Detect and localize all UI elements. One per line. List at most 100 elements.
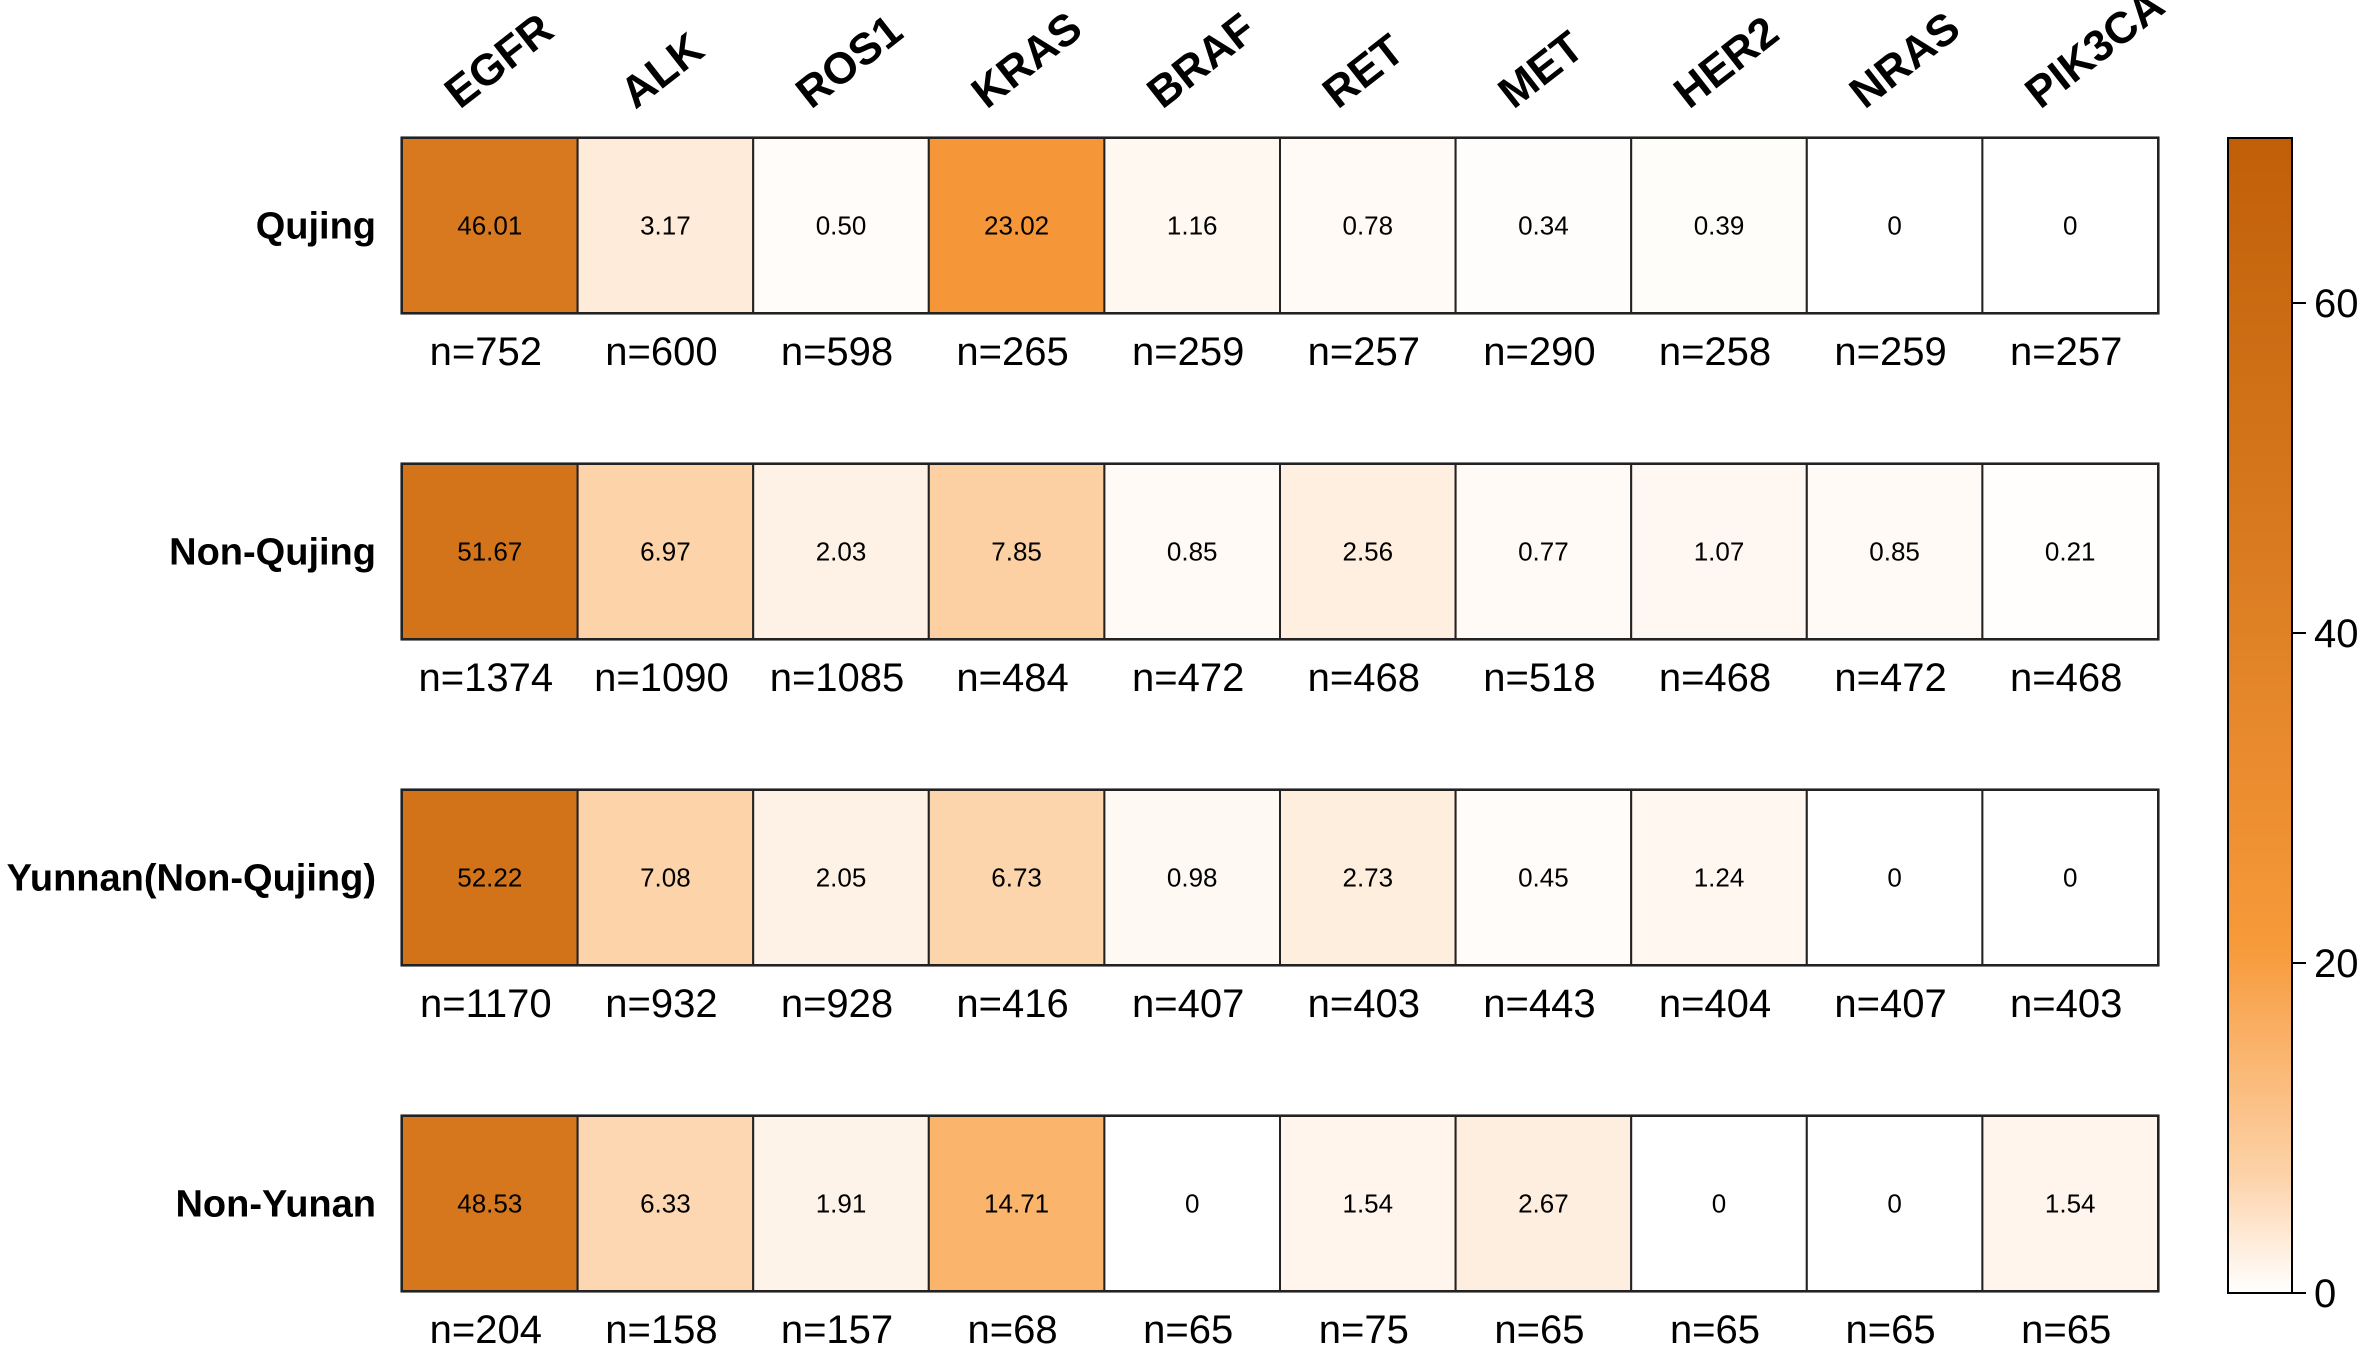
colorbar-tick-label: 20 (2314, 942, 2359, 986)
cell-value-label: 0 (2063, 863, 2077, 893)
colorbar-tick-label: 0 (2314, 1272, 2336, 1316)
sample-size-label: n=403 (1308, 982, 1420, 1026)
cell-value-label: 0.34 (1518, 211, 1569, 241)
heatmap-cell (1279, 463, 1457, 640)
sample-size-label: n=472 (1834, 656, 1946, 700)
sample-size-label: n=932 (605, 982, 717, 1026)
cell-value-label: 0.85 (1869, 537, 1920, 567)
sample-size-labels: n=752 n=600 n=598 n=265 n=259 n=257 n=290 n=258… (419, 330, 2123, 1352)
heatmap-cell (1630, 137, 1808, 314)
colorbar-ticks: 0 20 40 60 (2292, 282, 2359, 1316)
cell-value-label: 14.71 (984, 1189, 1049, 1219)
cell-value-label: 0 (1185, 1189, 1199, 1219)
cell-value-label: 6.97 (640, 537, 691, 567)
cell-value-label: 0 (1887, 863, 1901, 893)
column-label-egfr: EGFR (436, 4, 562, 118)
cell-value-label: 2.73 (1342, 863, 1393, 893)
cell-value-label: 7.85 (991, 537, 1042, 567)
cell-value-label: 52.22 (457, 863, 522, 893)
sample-size-label: n=407 (1132, 982, 1244, 1026)
sample-size-label: n=600 (605, 330, 717, 374)
heatmap-cell (401, 789, 579, 966)
heatmap-cell (1454, 1115, 1633, 1292)
sample-size-label: n=404 (1659, 982, 1771, 1026)
sample-size-label: n=403 (2010, 982, 2122, 1026)
cell-value-label: 48.53 (457, 1189, 522, 1219)
cell-value-label: 0.77 (1518, 537, 1569, 567)
heatmap-cells: 46.01 3.17 0.50 23.02 1.16 0.78 0.34 0.39 0 0 51.6… (400, 136, 2160, 1293)
heatmap-cell (1805, 463, 1984, 640)
cell-value-label: 46.01 (457, 211, 522, 241)
heatmap-cell (1805, 1115, 1984, 1292)
column-labels: EGFR ALK ROS1 KRAS BRAF RET MET HER2 NRAS PIK3CA (436, 0, 2174, 118)
sample-size-label: n=68 (968, 1308, 1058, 1352)
heatmap-cell (1805, 789, 1984, 966)
sample-size-label: n=65 (1494, 1308, 1584, 1352)
sample-size-label: n=1374 (419, 656, 554, 700)
cell-value-label: 0 (1887, 1189, 1901, 1219)
sample-size-label: n=259 (1132, 330, 1244, 374)
column-label-alk: ALK (611, 23, 713, 117)
sample-size-label: n=265 (956, 330, 1068, 374)
heatmap-cell (752, 1115, 930, 1292)
sample-size-label: n=75 (1319, 1308, 1409, 1352)
cell-value-label: 0.98 (1167, 863, 1218, 893)
column-label-kras: KRAS (963, 3, 1091, 118)
sample-size-label: n=468 (2010, 656, 2122, 700)
sample-size-label: n=204 (430, 1308, 542, 1352)
sample-size-label: n=407 (1834, 982, 1946, 1026)
cell-value-label: 7.08 (640, 863, 691, 893)
sample-size-label: n=598 (781, 330, 893, 374)
column-label-braf: BRAF (1138, 4, 1264, 118)
cell-value-label: 1.24 (1694, 863, 1745, 893)
heatmap-cell (927, 789, 1106, 966)
sample-size-label: n=1170 (420, 982, 552, 1026)
heatmap-cell (1279, 789, 1457, 966)
heatmap-cell (1454, 463, 1633, 640)
column-label-met: MET (1489, 22, 1592, 118)
cell-value-label: 1.91 (816, 1189, 867, 1219)
cell-value-label: 0 (1712, 1189, 1726, 1219)
cell-value-label: 0.85 (1167, 537, 1218, 567)
heatmap-cell (1454, 789, 1633, 966)
heatmap-cell (1103, 789, 1282, 966)
heatmap-cell (927, 137, 1106, 314)
heatmap-cell (927, 463, 1106, 640)
colorbar-gradient (2227, 137, 2293, 1294)
cell-value-label: 1.16 (1167, 211, 1218, 241)
cell-value-label: 6.33 (640, 1189, 691, 1219)
sample-size-label: n=752 (430, 330, 542, 374)
cell-value-label: 3.17 (640, 211, 691, 241)
heatmap-cell (752, 789, 930, 966)
sample-size-label: n=65 (2021, 1308, 2111, 1352)
sample-size-label: n=158 (605, 1308, 717, 1352)
colorbar-tick-label: 40 (2314, 612, 2359, 656)
column-label-pik3ca: PIK3CA (2016, 0, 2173, 118)
heatmap-cell (752, 463, 930, 640)
cell-value-label: 1.07 (1694, 537, 1745, 567)
cell-value-label: 0.45 (1518, 863, 1569, 893)
sample-size-label: n=468 (1308, 656, 1420, 700)
heatmap-cell (1630, 463, 1808, 640)
sample-size-label: n=65 (1846, 1308, 1936, 1352)
row-label-qujing: Qujing (256, 206, 376, 248)
heatmap-cell (1981, 463, 2160, 640)
cell-value-label: 0 (1887, 211, 1901, 241)
heatmap-cell (1981, 1115, 2160, 1292)
cell-value-label: 1.54 (1342, 1189, 1393, 1219)
column-label-her2: HER2 (1665, 7, 1788, 118)
sample-size-label: n=257 (2010, 330, 2122, 374)
sample-size-label: n=443 (1483, 982, 1595, 1026)
cell-value-label: 0.21 (2045, 537, 2096, 567)
heatmap-cell (1981, 789, 2160, 966)
heatmap-cell (1103, 463, 1282, 640)
cell-value-label: 0.50 (816, 211, 867, 241)
row-label-non-yunan: Non-Yunan (175, 1184, 376, 1226)
cell-value-label: 0 (2063, 211, 2077, 241)
cell-value-label: 2.03 (816, 537, 867, 567)
heatmap-cell (1454, 137, 1633, 314)
cell-value-label: 0.78 (1342, 211, 1393, 241)
heatmap-cell (1805, 137, 1984, 314)
sample-size-label: n=518 (1483, 656, 1595, 700)
